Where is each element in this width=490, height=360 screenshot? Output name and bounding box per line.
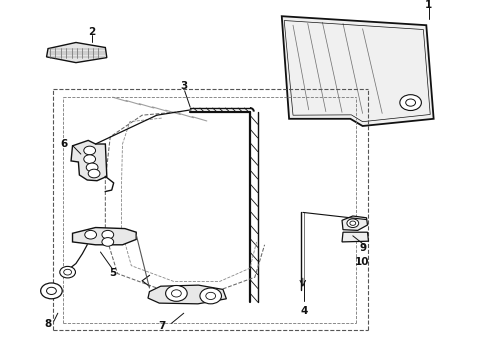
Circle shape [60,266,75,278]
Text: 6: 6 [60,139,67,149]
Text: 2: 2 [89,27,96,37]
Circle shape [406,99,416,106]
Circle shape [102,230,114,239]
Text: 1: 1 [425,0,432,10]
Text: 5: 5 [109,268,116,278]
Circle shape [347,219,359,228]
Circle shape [88,169,100,178]
Text: 10: 10 [354,257,369,267]
Polygon shape [71,140,107,181]
Text: 8: 8 [45,319,51,329]
Polygon shape [342,216,368,230]
Polygon shape [73,228,136,245]
Circle shape [400,95,421,111]
Circle shape [47,287,56,294]
Circle shape [166,285,187,301]
Text: 3: 3 [180,81,187,91]
Polygon shape [148,285,226,304]
Circle shape [200,288,221,304]
Text: 9: 9 [359,243,366,253]
Circle shape [350,221,356,225]
Circle shape [86,163,98,172]
Circle shape [102,238,114,246]
Circle shape [84,146,96,155]
Circle shape [206,292,216,300]
Text: 7: 7 [158,321,166,331]
Polygon shape [282,16,434,126]
Polygon shape [342,232,368,242]
Text: 4: 4 [300,306,308,316]
Circle shape [172,290,181,297]
Circle shape [85,230,97,239]
Polygon shape [47,42,107,63]
Circle shape [41,283,62,299]
Circle shape [84,155,96,163]
Circle shape [64,269,72,275]
